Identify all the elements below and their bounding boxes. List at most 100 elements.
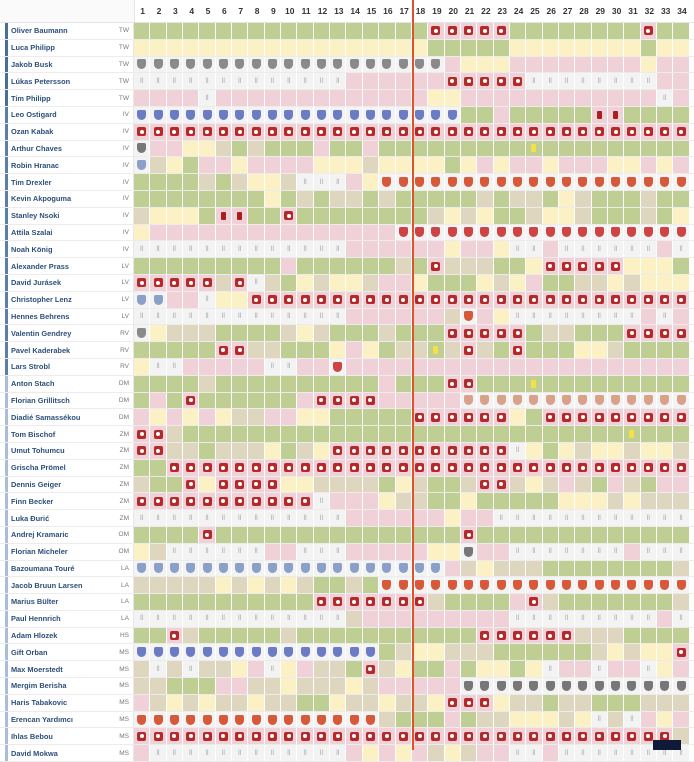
cell-other-club[interactable] <box>183 56 199 73</box>
cell-injured[interactable] <box>215 493 232 510</box>
cell-played[interactable] <box>624 560 640 577</box>
cell-other-club[interactable] <box>411 174 428 190</box>
cell-played[interactable] <box>509 140 526 157</box>
cell-played[interactable] <box>526 493 542 510</box>
cell-paused[interactable]: ll <box>199 745 215 762</box>
cell-played[interactable] <box>166 594 183 610</box>
cell-sub[interactable] <box>460 258 477 274</box>
cell-other-club[interactable] <box>591 224 607 241</box>
cell-injured[interactable] <box>493 409 509 426</box>
cell-paused[interactable]: ll <box>264 358 281 375</box>
cell-played[interactable] <box>493 39 509 56</box>
cell-paused[interactable]: ll <box>215 241 232 258</box>
cell-played[interactable] <box>624 23 640 39</box>
cell-played[interactable] <box>428 426 444 442</box>
cell-played[interactable] <box>428 140 444 157</box>
cell-injured[interactable] <box>591 123 607 140</box>
cell-paused[interactable]: ll <box>150 745 166 762</box>
cell-bench[interactable] <box>509 711 526 728</box>
cell-played[interactable] <box>362 426 379 442</box>
cell-absent[interactable] <box>444 711 460 728</box>
cell-absent[interactable] <box>281 543 297 560</box>
player-name[interactable]: Finn Becker <box>11 496 54 506</box>
cell-injured[interactable] <box>362 594 379 610</box>
cell-absent[interactable] <box>150 392 166 409</box>
cell-other-club[interactable] <box>281 106 297 123</box>
cell-bench[interactable] <box>297 409 313 426</box>
cell-paused[interactable]: ll <box>183 308 199 325</box>
cell-played[interactable] <box>199 678 215 694</box>
cell-paused[interactable]: ll <box>166 543 183 560</box>
cell-played[interactable] <box>607 426 624 442</box>
cell-other-club[interactable] <box>575 174 591 190</box>
cell-played[interactable] <box>607 694 624 711</box>
cell-absent[interactable] <box>346 73 362 90</box>
cell-bench[interactable] <box>444 90 460 106</box>
cell-played[interactable] <box>460 190 477 207</box>
cell-played[interactable] <box>640 560 656 577</box>
cell-other-club[interactable] <box>477 224 493 241</box>
cell-absent[interactable] <box>330 224 346 241</box>
cell-absent[interactable] <box>297 90 313 106</box>
cell-injured[interactable] <box>657 123 673 140</box>
cell-bench[interactable] <box>493 241 509 258</box>
cell-absent[interactable] <box>657 476 673 493</box>
cell-played[interactable] <box>657 426 673 442</box>
cell-played[interactable] <box>232 23 248 39</box>
cell-injured[interactable] <box>624 728 640 745</box>
cell-played[interactable] <box>297 258 313 274</box>
cell-injured[interactable] <box>624 123 640 140</box>
cell-played[interactable] <box>379 476 395 493</box>
cell-sub[interactable] <box>395 694 411 711</box>
cell-paused[interactable]: ll <box>640 661 656 678</box>
cell-sub[interactable] <box>673 694 689 711</box>
cell-played[interactable] <box>264 526 281 543</box>
cell-yellow-card[interactable] <box>526 140 542 157</box>
cell-injured[interactable] <box>264 476 281 493</box>
cell-other-club[interactable] <box>248 644 264 661</box>
cell-sub[interactable] <box>166 325 183 342</box>
cell-played[interactable] <box>673 426 689 442</box>
cell-paused[interactable]: ll <box>640 610 656 627</box>
cell-bench[interactable] <box>134 358 150 375</box>
cell-absent[interactable] <box>215 358 232 375</box>
cell-played[interactable] <box>542 694 558 711</box>
cell-absent[interactable] <box>379 543 395 560</box>
cell-other-club[interactable] <box>166 560 183 577</box>
cell-other-club[interactable] <box>428 577 444 594</box>
cell-played[interactable] <box>542 190 558 207</box>
cell-bench[interactable] <box>134 39 150 56</box>
cell-other-club[interactable] <box>183 106 199 123</box>
cell-paused[interactable]: ll <box>281 308 297 325</box>
cell-other-club[interactable] <box>542 678 558 694</box>
cell-played[interactable] <box>444 476 460 493</box>
cell-absent[interactable] <box>624 90 640 106</box>
cell-other-club[interactable] <box>657 678 673 694</box>
cell-paused[interactable]: ll <box>281 241 297 258</box>
cell-injured[interactable] <box>395 459 411 476</box>
cell-played[interactable] <box>297 342 313 358</box>
cell-other-club[interactable] <box>232 560 248 577</box>
cell-paused[interactable]: ll <box>232 510 248 526</box>
cell-injured[interactable] <box>411 728 428 745</box>
cell-paused[interactable]: ll <box>215 610 232 627</box>
cell-injured[interactable] <box>444 123 460 140</box>
cell-sub[interactable] <box>542 476 558 493</box>
cell-bench[interactable] <box>264 174 281 190</box>
cell-absent[interactable] <box>166 409 183 426</box>
cell-injured[interactable] <box>232 342 248 358</box>
cell-paused[interactable]: ll <box>313 73 330 90</box>
cell-sub[interactable] <box>526 207 542 224</box>
cell-sub[interactable] <box>134 207 150 224</box>
cell-played[interactable] <box>428 375 444 392</box>
cell-absent[interactable] <box>493 90 509 106</box>
cell-injured[interactable] <box>395 123 411 140</box>
cell-bench[interactable] <box>607 644 624 661</box>
cell-played[interactable] <box>313 426 330 442</box>
cell-injured[interactable] <box>460 23 477 39</box>
cell-injured[interactable] <box>673 291 689 308</box>
cell-played[interactable] <box>428 325 444 342</box>
cell-injured[interactable] <box>460 123 477 140</box>
cell-played[interactable] <box>264 375 281 392</box>
cell-injured[interactable] <box>640 291 656 308</box>
